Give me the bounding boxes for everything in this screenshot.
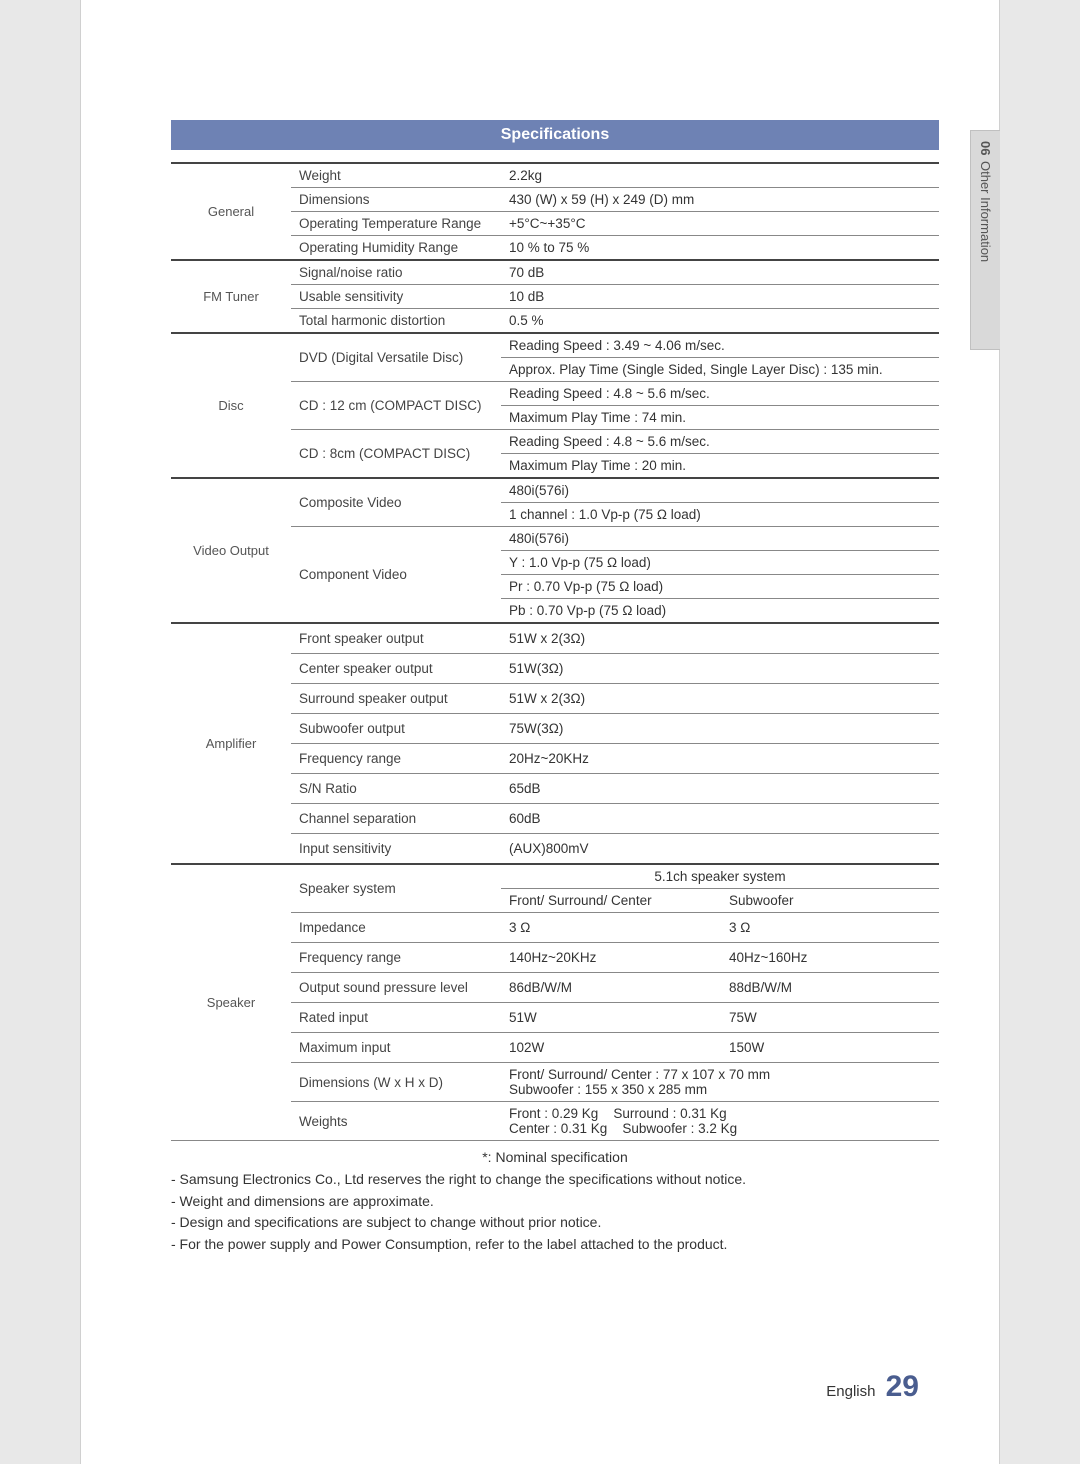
row-label: Input sensitivity	[291, 834, 501, 865]
weight-val: Center : 0.31 Kg	[509, 1121, 607, 1136]
note-line: - Weight and dimensions are approximate.	[171, 1191, 939, 1213]
row-val: Pb : 0.70 Vp-p (75 Ω load)	[501, 599, 939, 624]
row-val: +5°C~+35°C	[501, 212, 939, 236]
row-val: (AUX)800mV	[501, 834, 939, 865]
row-label: Center speaker output	[291, 654, 501, 684]
note-line: - Design and specifications are subject …	[171, 1212, 939, 1234]
row-val: 5.1ch speaker system	[501, 864, 939, 889]
cat-general: General	[171, 163, 291, 260]
row-label: DVD (Digital Versatile Disc)	[291, 333, 501, 382]
row-label: S/N Ratio	[291, 774, 501, 804]
row-val: 480i(576i)	[501, 478, 939, 503]
row-val: Pr : 0.70 Vp-p (75 Ω load)	[501, 575, 939, 599]
row-label: Component Video	[291, 527, 501, 624]
note-line: - For the power supply and Power Consump…	[171, 1234, 939, 1256]
weight-val: Surround : 0.31 Kg	[613, 1106, 726, 1121]
cat-disc: Disc	[171, 333, 291, 478]
row-val: 86dB/W/M	[501, 973, 721, 1003]
cat-speaker: Speaker	[171, 864, 291, 1141]
row-label: Usable sensitivity	[291, 285, 501, 309]
row-label: Output sound pressure level	[291, 973, 501, 1003]
row-val: 140Hz~20KHz	[501, 943, 721, 973]
row-label: CD : 12 cm (COMPACT DISC)	[291, 382, 501, 430]
row-val: 51W(3Ω)	[501, 654, 939, 684]
weight-val: Subwoofer : 3.2 Kg	[622, 1121, 737, 1136]
row-val: Front : 0.29 Kg Surround : 0.31 Kg Cente…	[501, 1102, 939, 1141]
weight-val: Front : 0.29 Kg	[509, 1106, 598, 1121]
row-val: 3 Ω	[501, 913, 721, 943]
row-label: Surround speaker output	[291, 684, 501, 714]
row-val: 60dB	[501, 804, 939, 834]
row-val: 51W	[501, 1003, 721, 1033]
row-val: Reading Speed : 4.8 ~ 5.6 m/sec.	[501, 430, 939, 454]
row-label: Frequency range	[291, 943, 501, 973]
row-label: Maximum input	[291, 1033, 501, 1063]
page-number: 29	[886, 1370, 919, 1403]
row-label: Operating Humidity Range	[291, 236, 501, 261]
row-val: Reading Speed : 3.49 ~ 4.06 m/sec.	[501, 333, 939, 358]
row-label: Front speaker output	[291, 623, 501, 654]
row-val: 150W	[721, 1033, 939, 1063]
row-val: 0.5 %	[501, 309, 939, 334]
note-line: - Samsung Electronics Co., Ltd reserves …	[171, 1169, 939, 1191]
row-val: 10 % to 75 %	[501, 236, 939, 261]
row-val: 88dB/W/M	[721, 973, 939, 1003]
footnote: *: Nominal specification	[171, 1149, 939, 1165]
row-val: 480i(576i)	[501, 527, 939, 551]
row-val: 430 (W) x 59 (H) x 249 (D) mm	[501, 188, 939, 212]
row-label: Rated input	[291, 1003, 501, 1033]
row-val: Front/ Surround/ Center : 77 x 107 x 70 …	[501, 1063, 939, 1102]
row-label: Weight	[291, 163, 501, 188]
footer-lang: English	[826, 1383, 875, 1400]
row-val: 51W x 2(3Ω)	[501, 623, 939, 654]
side-tab: 06 Other Information	[970, 130, 1000, 350]
cat-fm: FM Tuner	[171, 260, 291, 333]
row-label: Subwoofer output	[291, 714, 501, 744]
row-label: Signal/noise ratio	[291, 260, 501, 285]
row-val: 75W(3Ω)	[501, 714, 939, 744]
dim-line: Front/ Surround/ Center : 77 x 107 x 70 …	[509, 1067, 770, 1082]
col-header: Subwoofer	[721, 889, 939, 913]
page: 06 Other Information Specifications Gene…	[80, 0, 1000, 1464]
row-val: 51W x 2(3Ω)	[501, 684, 939, 714]
section-number: 06	[978, 141, 993, 155]
row-label: Speaker system	[291, 864, 501, 913]
cat-video: Video Output	[171, 478, 291, 623]
row-label: Total harmonic distortion	[291, 309, 501, 334]
row-val: Maximum Play Time : 20 min.	[501, 454, 939, 479]
row-val: 75W	[721, 1003, 939, 1033]
notes: - Samsung Electronics Co., Ltd reserves …	[171, 1169, 939, 1256]
row-val: 102W	[501, 1033, 721, 1063]
row-val: 1 channel : 1.0 Vp-p (75 Ω load)	[501, 503, 939, 527]
cat-amp: Amplifier	[171, 623, 291, 864]
row-val: Maximum Play Time : 74 min.	[501, 406, 939, 430]
row-val: 40Hz~160Hz	[721, 943, 939, 973]
row-label: Dimensions	[291, 188, 501, 212]
row-label: Frequency range	[291, 744, 501, 774]
col-header: Front/ Surround/ Center	[501, 889, 721, 913]
row-val: 10 dB	[501, 285, 939, 309]
row-label: Dimensions (W x H x D)	[291, 1063, 501, 1102]
row-val: Approx. Play Time (Single Sided, Single …	[501, 358, 939, 382]
row-val: 65dB	[501, 774, 939, 804]
row-label: Operating Temperature Range	[291, 212, 501, 236]
row-val: 70 dB	[501, 260, 939, 285]
row-label: Channel separation	[291, 804, 501, 834]
row-label: Composite Video	[291, 478, 501, 527]
title-bar: Specifications	[171, 120, 939, 150]
section-label: Other Information	[978, 161, 993, 262]
row-val: Reading Speed : 4.8 ~ 5.6 m/sec.	[501, 382, 939, 406]
row-label: Weights	[291, 1102, 501, 1141]
row-val: Y : 1.0 Vp-p (75 Ω load)	[501, 551, 939, 575]
row-val: 3 Ω	[721, 913, 939, 943]
footer: English 29	[826, 1370, 919, 1404]
row-label: CD : 8cm (COMPACT DISC)	[291, 430, 501, 479]
row-label: Impedance	[291, 913, 501, 943]
row-val: 20Hz~20KHz	[501, 744, 939, 774]
dim-line: Subwoofer : 155 x 350 x 285 mm	[509, 1082, 707, 1097]
row-val: 2.2kg	[501, 163, 939, 188]
spec-table: General Weight 2.2kg Dimensions 430 (W) …	[171, 162, 939, 1141]
